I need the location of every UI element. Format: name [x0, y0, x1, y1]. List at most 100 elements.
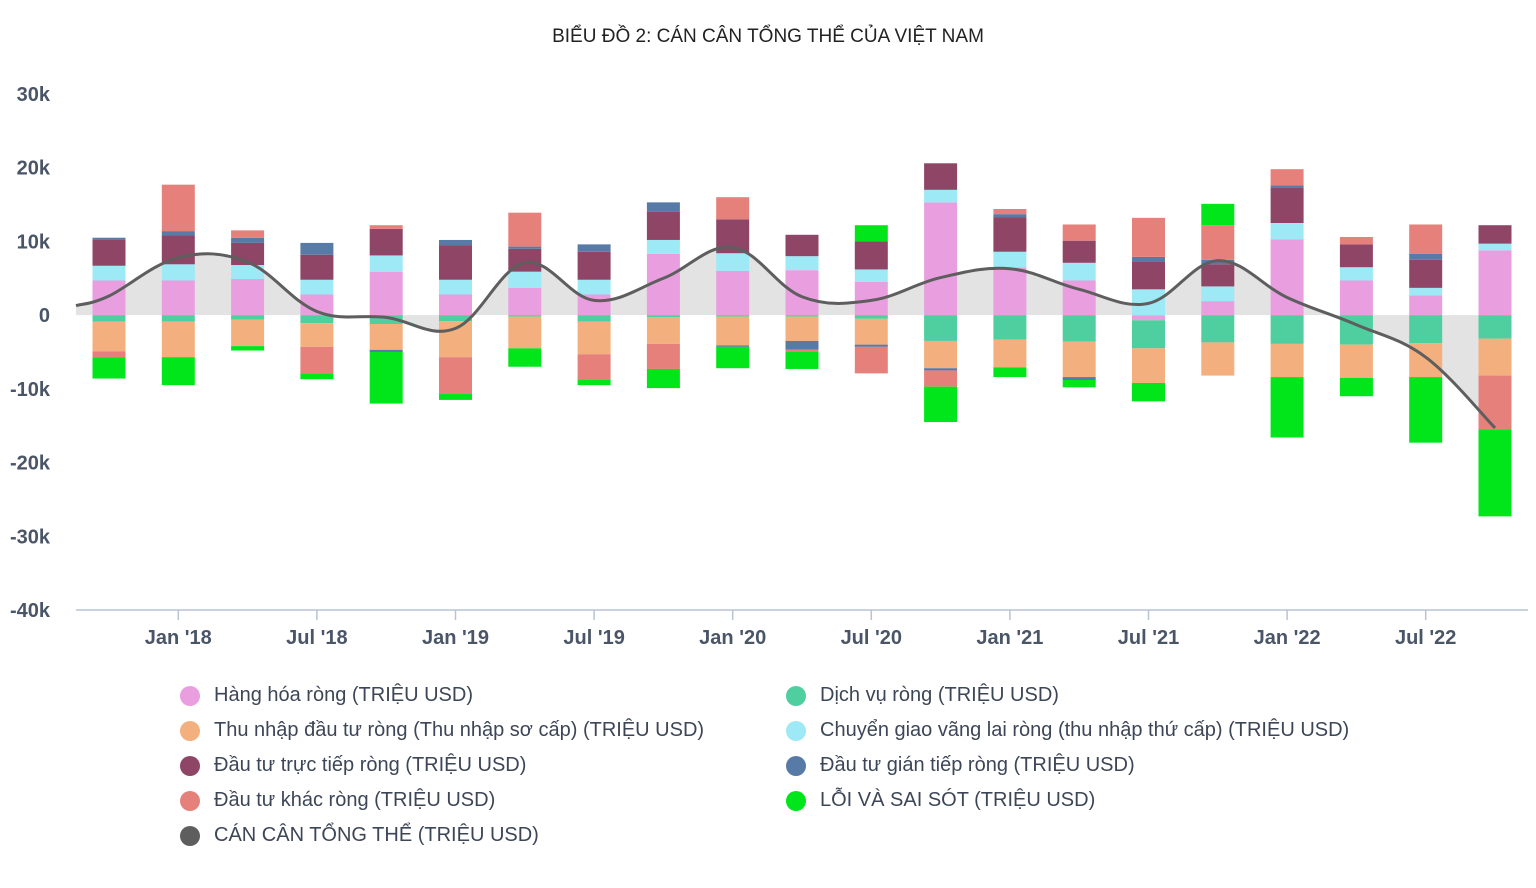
bar-segment [1478, 375, 1512, 430]
bar-segment [231, 315, 265, 320]
bar-segment [231, 319, 265, 347]
bar-segment [300, 373, 334, 380]
bar-segment [1409, 224, 1443, 254]
bar-segment [369, 225, 403, 229]
bar-segment [1201, 301, 1235, 316]
legend-label: Đầu tư khác ròng (TRIỆU USD) [214, 789, 496, 811]
bar-segment [300, 242, 334, 255]
x-tick-label: Jan '21 [976, 627, 1043, 649]
bar-segment [716, 197, 750, 220]
balance-line [75, 245, 1497, 429]
bar-segment [300, 346, 334, 374]
y-tick-label: -40k [10, 600, 51, 622]
bar-segment [577, 251, 611, 280]
x-tick-label: Jan '22 [1254, 627, 1321, 649]
bar-segment [231, 279, 265, 316]
bar-segment [1270, 169, 1304, 186]
bar-segment [92, 351, 126, 358]
bar-segment [646, 315, 680, 318]
bar-segment [92, 237, 126, 240]
y-tick-label: -30k [10, 526, 51, 548]
bar-segment [300, 315, 334, 324]
bar-segment [161, 264, 195, 281]
legend-item[interactable]: Dịch vụ ròng (TRIỆU USD) [786, 684, 1059, 707]
bar-segment [1201, 315, 1235, 343]
bar-segment [646, 239, 680, 254]
bar-segment [924, 340, 958, 369]
bar-segment [369, 349, 403, 352]
bar-segment [369, 255, 403, 272]
bar-segment [300, 294, 334, 316]
bar-segment [993, 367, 1027, 378]
bar-segment [439, 394, 472, 400]
bar-segment [716, 270, 750, 316]
bar-segment [1270, 187, 1304, 223]
bar-segment [993, 217, 1027, 252]
y-tick-label: -10k [10, 379, 51, 401]
bar-segment [716, 346, 750, 369]
bar-segment [716, 345, 750, 347]
x-tick-label: Jan '20 [699, 627, 766, 649]
bar-segment [854, 225, 888, 242]
bar-segment [508, 348, 542, 367]
bar-segment [785, 349, 819, 352]
bar-segment [439, 357, 472, 395]
legend-item[interactable]: Đầu tư gián tiếp ròng (TRIỆU USD) [786, 754, 1135, 777]
bar-segment [161, 235, 195, 265]
bar-segment [1339, 244, 1373, 268]
bar-segment [1339, 377, 1373, 397]
bar-segment [1339, 344, 1373, 378]
legend-item[interactable]: Chuyển giao vãng lai ròng (thu nhập thứ … [786, 719, 1349, 742]
bar-segment [92, 321, 126, 352]
legend-item[interactable]: Đầu tư trực tiếp ròng (TRIỆU USD) [180, 754, 526, 777]
y-tick-label: 10k [17, 231, 51, 253]
bar-segment [1201, 264, 1235, 287]
bar-segment [1409, 287, 1443, 296]
bar-segment [785, 256, 819, 271]
legend-label: Đầu tư trực tiếp ròng (TRIỆU USD) [214, 754, 527, 776]
bar-segment [1062, 315, 1096, 342]
bar-segment [646, 211, 680, 240]
bar-segment [92, 357, 126, 379]
bar-segment [1201, 286, 1235, 302]
bar-segment [785, 316, 819, 341]
bar-segment [161, 357, 195, 386]
bar-segment [993, 315, 1027, 340]
legend-item[interactable]: Đầu tư khác ròng (TRIỆU USD) [180, 789, 495, 812]
bar-segment [1339, 280, 1373, 316]
bar-segment [646, 317, 680, 344]
bar-segment [854, 241, 888, 270]
legend-label: Dịch vụ ròng (TRIỆU USD) [820, 684, 1059, 706]
bar-segment [854, 346, 888, 374]
bar-segment [1132, 348, 1165, 383]
bar-segment [854, 315, 888, 319]
bar-segment [92, 239, 126, 266]
bar-segment [785, 340, 819, 350]
bar-segment [1132, 320, 1165, 349]
bar-segment [785, 352, 819, 369]
bar-segment [993, 214, 1027, 218]
bar-segment [231, 230, 265, 238]
bar-segment [369, 315, 403, 324]
bar-segment [577, 315, 611, 322]
bar-segment [854, 318, 888, 345]
bar-segment [924, 189, 958, 203]
bar-segment [924, 202, 958, 316]
bar-segment [1062, 262, 1096, 281]
legend-item[interactable]: CÁN CÂN TỔNG THỂ (TRIỆU USD) [180, 824, 539, 847]
x-tick-label: Jul '20 [841, 627, 902, 649]
y-tick-label: 30k [17, 84, 51, 106]
bar-segment [716, 315, 750, 317]
legend-item[interactable]: Hàng hóa ròng (TRIỆU USD) [180, 684, 473, 707]
legend-label: Đầu tư gián tiếp ròng (TRIỆU USD) [820, 754, 1135, 776]
legend-item[interactable]: Thu nhập đầu tư ròng (Thu nhập sơ cấp) (… [180, 719, 704, 742]
bar-segment [1478, 225, 1512, 244]
bar-segment [161, 231, 195, 236]
x-tick-label: Jul '19 [563, 627, 624, 649]
bar-segment [439, 294, 472, 316]
bar-segment [161, 315, 195, 322]
bar-segment [300, 254, 334, 280]
legend-item[interactable]: LỖI VÀ SAI SÓT (TRIỆU USD) [786, 789, 1095, 812]
legend-marker [180, 825, 200, 846]
bar-segment [92, 315, 126, 322]
